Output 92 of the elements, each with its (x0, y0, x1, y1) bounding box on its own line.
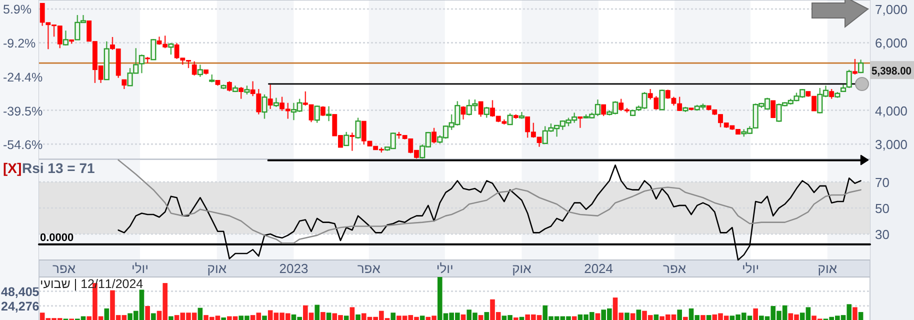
bar (262, 316, 267, 320)
x-tick-label: יולי (436, 261, 454, 276)
bar (753, 308, 758, 320)
bar (636, 310, 642, 320)
candlestick (484, 106, 490, 118)
y-tick-label: 50 (875, 201, 890, 216)
candlestick (478, 100, 484, 118)
x-tick-label: אוק (207, 261, 226, 276)
candlestick (150, 38, 156, 60)
y2-tick-label: -24.4% (3, 70, 43, 85)
candlestick (578, 116, 583, 128)
bar (624, 312, 630, 320)
candlestick (829, 88, 834, 100)
candlestick (355, 117, 361, 140)
bar (484, 312, 490, 320)
x-tick-label: אוק (512, 261, 532, 276)
y2-tick-label: -54.6% (3, 138, 43, 152)
y2-tick-label: 5.9% (3, 2, 32, 17)
y-tick-label: 4,000 (875, 103, 908, 118)
candlestick (268, 84, 273, 110)
candlestick (314, 104, 320, 124)
bar (595, 313, 600, 320)
y-tick-label: 48,405 (1, 284, 40, 299)
bar (683, 316, 688, 320)
bar (852, 307, 858, 320)
annotation: Rsi 13 = 71 (22, 160, 95, 176)
candlestick (770, 100, 776, 119)
candlestick (344, 131, 350, 146)
bar (314, 304, 320, 320)
candlestick (168, 42, 174, 56)
candlestick (238, 86, 244, 100)
x-tick-label: אוק (818, 261, 838, 276)
x-tick-label: יולי (132, 261, 149, 276)
x-tick-label: אפר (52, 261, 76, 276)
bar (356, 314, 360, 320)
candlestick (659, 89, 665, 111)
y-tick-label: 3,000 (875, 137, 908, 152)
y-tick-label: 70 (875, 175, 890, 190)
bar (478, 315, 484, 320)
y-tick-label: 24,276 (1, 299, 40, 314)
bar (320, 312, 326, 320)
candlestick (62, 30, 69, 46)
candlestick (507, 112, 513, 126)
bar (104, 308, 110, 320)
bar (350, 307, 355, 320)
bar (168, 316, 174, 320)
annotation: 12/11/2024 | שבועי (40, 277, 144, 291)
bar (700, 315, 706, 320)
candlestick (846, 69, 852, 89)
candlestick (326, 106, 332, 122)
bar (630, 313, 636, 320)
y2-tick-label: -9.2% (3, 36, 36, 51)
bar (519, 316, 524, 320)
candlestick (192, 60, 197, 76)
candlestick (852, 58, 858, 76)
bar (326, 312, 332, 320)
bar (706, 315, 712, 320)
ref-line-label: 5,398.00 (872, 66, 914, 78)
candlestick (460, 106, 466, 120)
bar (221, 317, 226, 320)
y-tick-label: 6,000 (875, 36, 908, 51)
bar (145, 306, 150, 320)
bar (198, 308, 203, 320)
y-tick-label: 7,000 (875, 2, 908, 17)
x-tick-label: אפר (663, 261, 686, 276)
bar (513, 317, 518, 320)
bar (344, 316, 349, 320)
bar (420, 316, 425, 320)
annotation: 0.0000 (40, 232, 74, 244)
candlestick (273, 97, 279, 108)
x-tick-label: 2024 (584, 261, 614, 276)
candlestick (601, 104, 606, 117)
candlestick (262, 94, 268, 120)
bar (858, 312, 864, 320)
bar (677, 310, 682, 320)
bar (654, 314, 659, 320)
bar (460, 314, 466, 320)
candlestick (350, 132, 355, 152)
x-tick-label: אפר (357, 261, 380, 276)
y2-tick-label: -39.5% (3, 104, 43, 118)
candlestick (197, 64, 203, 78)
bar (390, 312, 396, 320)
text: [X] (3, 160, 22, 176)
candlestick (858, 59, 864, 74)
candlestick (122, 78, 127, 90)
candlestick (226, 80, 232, 92)
line-series (118, 159, 862, 244)
candlestick (432, 127, 436, 144)
y-tick-label: 30 (875, 227, 890, 242)
x-tick-label: 2023 (279, 261, 308, 276)
bar (151, 313, 156, 320)
x-tick-label: יולי (742, 261, 760, 276)
